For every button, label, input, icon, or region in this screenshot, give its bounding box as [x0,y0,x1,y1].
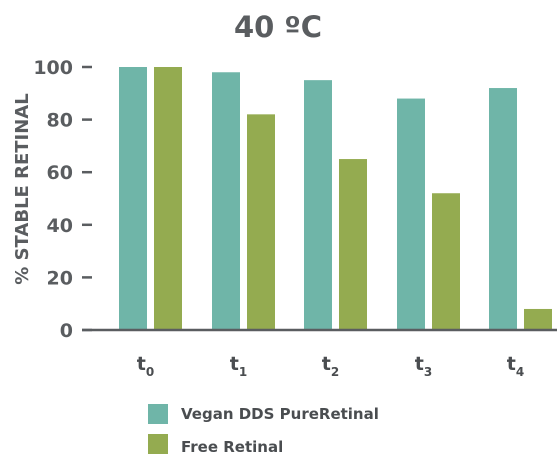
bar-vegan-t2 [304,80,332,331]
x-tick-label: t1 [230,353,247,379]
legend-label-vegan: Vegan DDS PureRetinal [181,405,379,423]
bar-vegan-t1 [212,72,240,330]
x-tick-label: t0 [137,353,154,379]
legend-swatch-free [148,434,168,454]
x-axis-ticks: t0 t1 t2 t3 t4 [137,353,524,379]
bars [119,67,552,331]
y-tick-label: 80 [47,110,73,132]
y-tick-label: 40 [47,215,73,237]
y-tick-label: 60 [47,162,73,184]
legend-swatch-vegan [148,404,168,424]
x-tick-label: t2 [322,353,339,379]
bar-free-t1 [247,114,275,330]
x-tick-label: t4 [507,353,524,379]
legend: Vegan DDS PureRetinal Free Retinal [148,404,379,456]
bar-free-t4 [524,308,552,330]
bar-vegan-t3 [397,98,425,330]
y-tick-label: 100 [33,57,73,79]
y-tick-label: 0 [60,320,73,342]
bar-free-t2 [339,159,367,330]
y-axis-label: % STABLE RETINAL [12,93,33,284]
bar-free-t0 [154,67,182,330]
bar-vegan-t4 [489,88,517,330]
y-tick-label: 20 [47,267,73,289]
y-axis-ticks: 0 20 40 60 80 100 [33,57,92,342]
bar-free-t3 [432,193,460,330]
chart-title: 40 ºC [234,10,322,44]
legend-label-free: Free Retinal [181,438,283,456]
x-tick-label: t3 [415,353,432,379]
bar-vegan-t0 [119,67,147,330]
